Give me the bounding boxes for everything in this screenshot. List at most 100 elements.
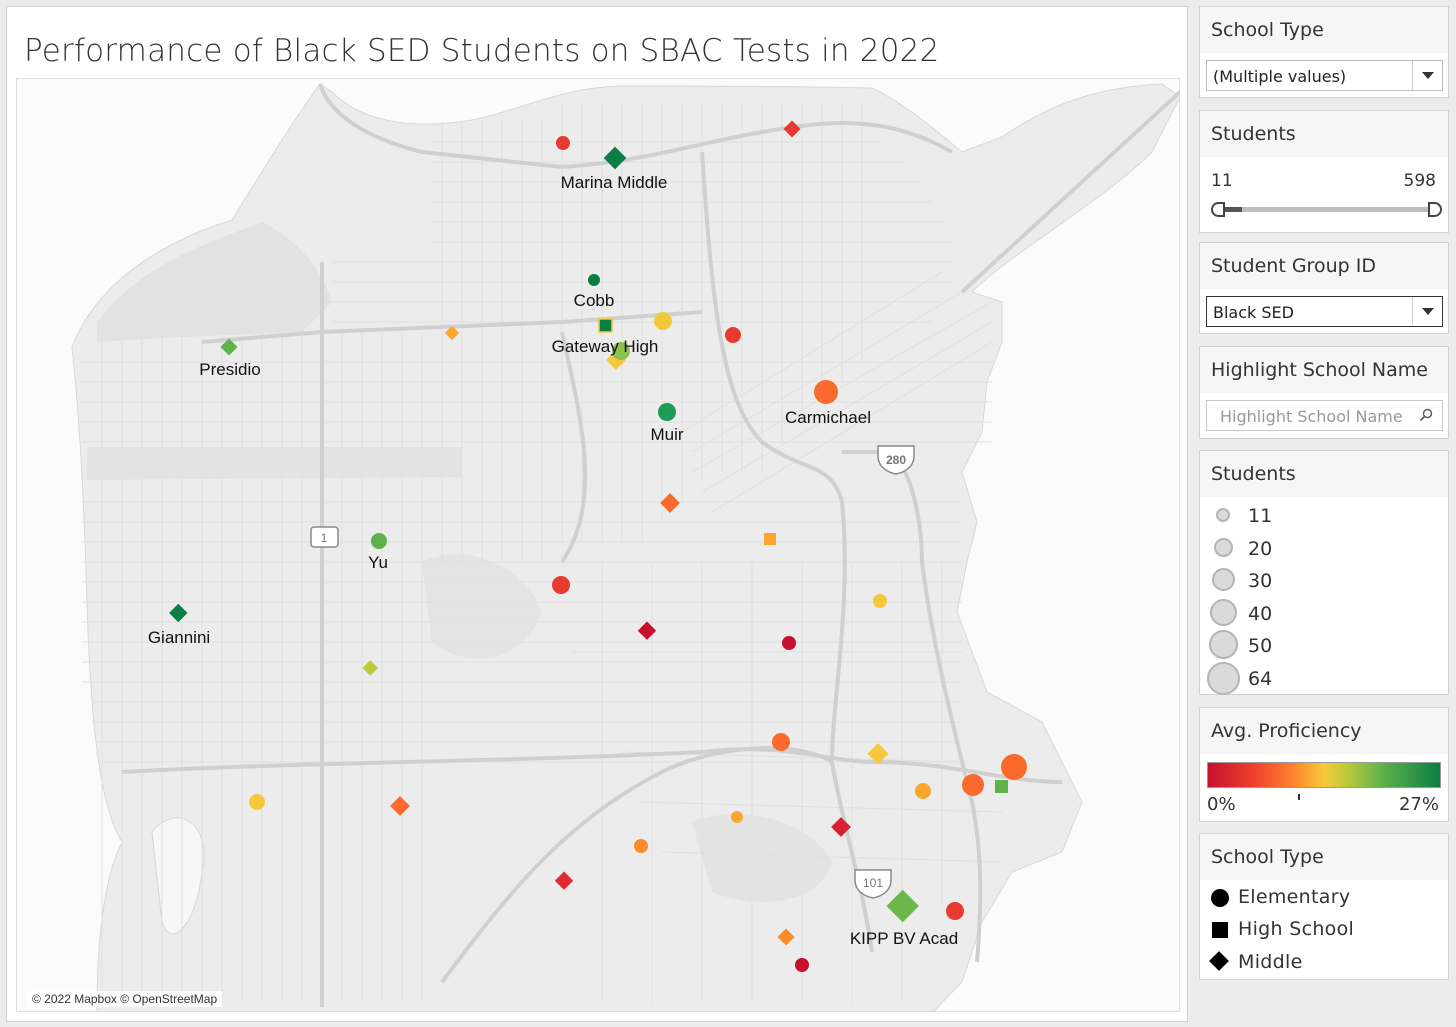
- school-marker[interactable]: [658, 403, 676, 421]
- map-canvas[interactable]: 280 1 101: [16, 78, 1180, 1012]
- school-marker[interactable]: [777, 928, 795, 946]
- shield-1-label: 1: [321, 531, 328, 545]
- shield-101: 101: [854, 869, 892, 899]
- proficiency-gradient-bar[interactable]: [1207, 762, 1441, 788]
- students-size-legend: Students 11 20 30 40 50 64: [1199, 450, 1449, 695]
- gradient-min-label: 0%: [1207, 794, 1236, 815]
- students-range-filter: Students 11 598: [1199, 110, 1449, 233]
- size-circle-icon: [1216, 508, 1230, 522]
- school-marker[interactable]: [598, 318, 613, 333]
- school-marker[interactable]: [612, 342, 630, 360]
- school-marker[interactable]: [783, 120, 801, 138]
- chevron-down-icon[interactable]: [1412, 61, 1442, 90]
- school-type-filter: School Type (Multiple values): [1199, 6, 1449, 98]
- circle-icon: [1211, 889, 1229, 907]
- school-marker[interactable]: [962, 774, 984, 796]
- legend-item[interactable]: 40: [1200, 599, 1440, 629]
- school-marker[interactable]: [634, 839, 648, 853]
- range-slider-min-handle[interactable]: [1211, 202, 1225, 217]
- school-marker[interactable]: [249, 794, 265, 810]
- school-type-shape-legend: School Type Elementary High School Middl…: [1199, 833, 1449, 980]
- legend-item-high-school[interactable]: High School: [1200, 915, 1440, 945]
- school-marker[interactable]: [654, 312, 672, 330]
- legend-item-middle[interactable]: Middle: [1200, 948, 1440, 978]
- map-attribution[interactable]: © 2022 Mapbox © OpenStreetMap: [27, 991, 223, 1007]
- range-min-value: 11: [1211, 171, 1233, 191]
- page-title: Performance of Black SED Students on SBA…: [24, 33, 940, 69]
- legend-item[interactable]: 50: [1200, 630, 1440, 661]
- school-marker[interactable]: [946, 902, 964, 920]
- school-marker[interactable]: [831, 817, 851, 837]
- school-label: KIPP BV Acad: [850, 929, 958, 948]
- school-marker[interactable]: [886, 889, 919, 923]
- range-max-value: 598: [1403, 171, 1436, 191]
- legend-label: 50: [1248, 635, 1273, 657]
- school-marker[interactable]: [795, 958, 809, 972]
- school-marker[interactable]: [169, 603, 188, 623]
- legend-item-elementary[interactable]: Elementary: [1200, 883, 1440, 913]
- school-marker[interactable]: [873, 594, 887, 608]
- school-label: Muir: [650, 425, 683, 444]
- school-marker[interactable]: [764, 533, 776, 545]
- legend-item[interactable]: 64: [1200, 662, 1440, 695]
- school-marker[interactable]: [660, 493, 680, 513]
- range-slider-fill: [1218, 207, 1242, 212]
- school-marker[interactable]: [915, 783, 931, 799]
- school-marker[interactable]: [552, 576, 570, 594]
- search-placeholder: Highlight School Name: [1220, 407, 1403, 426]
- school-marker[interactable]: [1001, 754, 1027, 780]
- golden-gate-park: [87, 447, 462, 480]
- school-marker[interactable]: [371, 533, 387, 549]
- size-circle-icon: [1212, 568, 1235, 591]
- school-marker[interactable]: [772, 733, 790, 751]
- legend-label: 64: [1248, 668, 1273, 690]
- student-group-dropdown[interactable]: Black SED: [1206, 296, 1443, 327]
- school-marker[interactable]: [444, 325, 460, 341]
- legend-item[interactable]: 30: [1200, 566, 1440, 596]
- school-label: Presidio: [199, 360, 260, 379]
- shield-280-label: 280: [886, 453, 906, 467]
- legend-title: Students: [1200, 451, 1448, 497]
- school-label: Marina Middle: [561, 173, 668, 192]
- school-marker[interactable]: [556, 136, 570, 150]
- legend-item[interactable]: 11: [1200, 501, 1440, 531]
- range-slider-track[interactable]: [1218, 207, 1436, 212]
- shield-1: 1: [310, 526, 339, 548]
- school-label: Giannini: [148, 628, 210, 647]
- school-marker[interactable]: [725, 327, 741, 343]
- school-marker[interactable]: [390, 796, 410, 816]
- size-circle-icon: [1209, 630, 1238, 659]
- legend-item[interactable]: 20: [1200, 534, 1440, 564]
- legend-label: 40: [1248, 603, 1273, 625]
- mclaren-park: [692, 814, 832, 902]
- school-label: Gateway High: [552, 337, 659, 356]
- school-marker[interactable]: [814, 380, 838, 404]
- school-labels: Marina Middle Cobb Gateway High Presidio…: [148, 173, 958, 948]
- filter-title: Student Group ID: [1200, 243, 1448, 289]
- school-marker[interactable]: [220, 338, 238, 356]
- legend-label: 30: [1248, 570, 1273, 592]
- highlight-search-input[interactable]: Highlight School Name: [1206, 400, 1443, 431]
- proficiency-color-legend: Avg. Proficiency 0% 27%: [1199, 707, 1449, 822]
- filter-title: School Type: [1200, 7, 1448, 53]
- school-marker[interactable]: [554, 871, 574, 890]
- shield-101-label: 101: [863, 876, 883, 890]
- map-viz: Performance of Black SED Students on SBA…: [6, 6, 1188, 1022]
- map-svg: 280 1 101: [17, 79, 1179, 1011]
- school-marker[interactable]: [362, 660, 379, 676]
- school-marker[interactable]: [731, 811, 743, 823]
- range-slider-max-handle[interactable]: [1428, 202, 1442, 217]
- school-marker[interactable]: [588, 274, 600, 286]
- school-marker[interactable]: [637, 621, 657, 640]
- legend-label: Middle: [1238, 951, 1303, 973]
- school-marker[interactable]: [995, 780, 1008, 793]
- school-label: Cobb: [574, 291, 615, 310]
- legend-label: High School: [1238, 918, 1355, 940]
- size-circle-icon: [1210, 599, 1237, 626]
- school-marker[interactable]: [782, 636, 796, 650]
- school-type-dropdown[interactable]: (Multiple values): [1206, 60, 1443, 91]
- legend-title: Avg. Proficiency: [1200, 708, 1448, 754]
- school-marker[interactable]: [867, 743, 889, 765]
- chevron-down-icon[interactable]: [1412, 297, 1442, 326]
- search-icon[interactable]: [1419, 408, 1433, 422]
